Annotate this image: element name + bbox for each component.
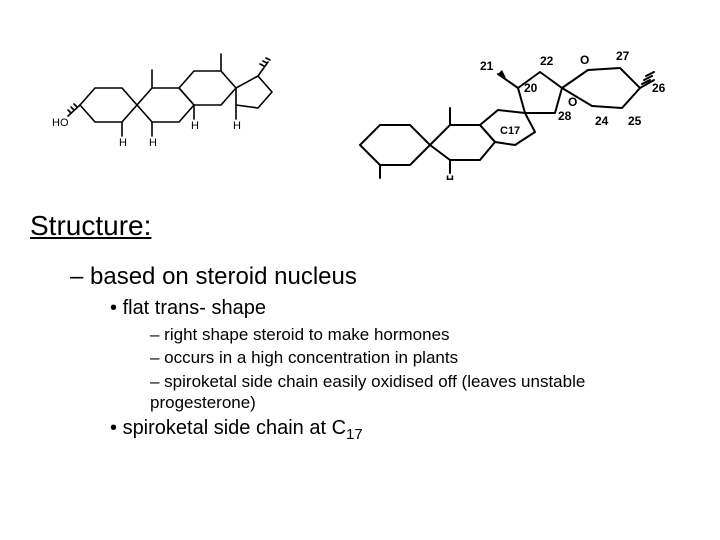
subscript: 17 [346, 426, 363, 443]
label-23: 28 [558, 109, 572, 123]
content-outline: – based on steroid nucleus flat trans- s… [30, 255, 670, 447]
bullet-lvl3: – occurs in a high concentration in plan… [150, 347, 670, 368]
bullet-lvl3: – right shape steroid to make hormones [150, 324, 670, 345]
bullet-lvl2: spiroketal side chain at C17 [110, 417, 670, 443]
label-25: 25 [628, 114, 642, 128]
label-h: H [233, 120, 241, 132]
section-heading: Structure: [30, 210, 151, 242]
chemical-structures: HO H H H H [50, 10, 670, 190]
label-o1: O [580, 53, 589, 67]
label-h: H [119, 137, 127, 149]
label-20: 20 [524, 81, 538, 95]
label-h: H [149, 137, 157, 149]
spiroketal-figure: C17 H 20 21 22 28 24 25 26 27 O O [340, 10, 670, 180]
bullet-lvl2: flat trans- shape [110, 297, 670, 320]
label-27: 27 [616, 49, 630, 63]
label-h: H [191, 120, 199, 132]
bullet-lvl2-text: spiroketal side chain at C [123, 417, 346, 439]
label-22: 22 [540, 54, 554, 68]
bullet-lvl3: – spiroketal side chain easily oxidised … [150, 371, 670, 414]
label-21: 21 [480, 59, 494, 73]
label-ho: HO [52, 117, 69, 129]
label-h: H [446, 174, 454, 180]
label-c17: C17 [500, 125, 520, 137]
steroid-nucleus-figure: HO H H H H [50, 10, 310, 160]
label-o2: O [568, 95, 577, 109]
bullet-lvl1: – based on steroid nucleus [70, 263, 670, 291]
label-24: 24 [595, 114, 609, 128]
label-26: 26 [652, 81, 666, 95]
